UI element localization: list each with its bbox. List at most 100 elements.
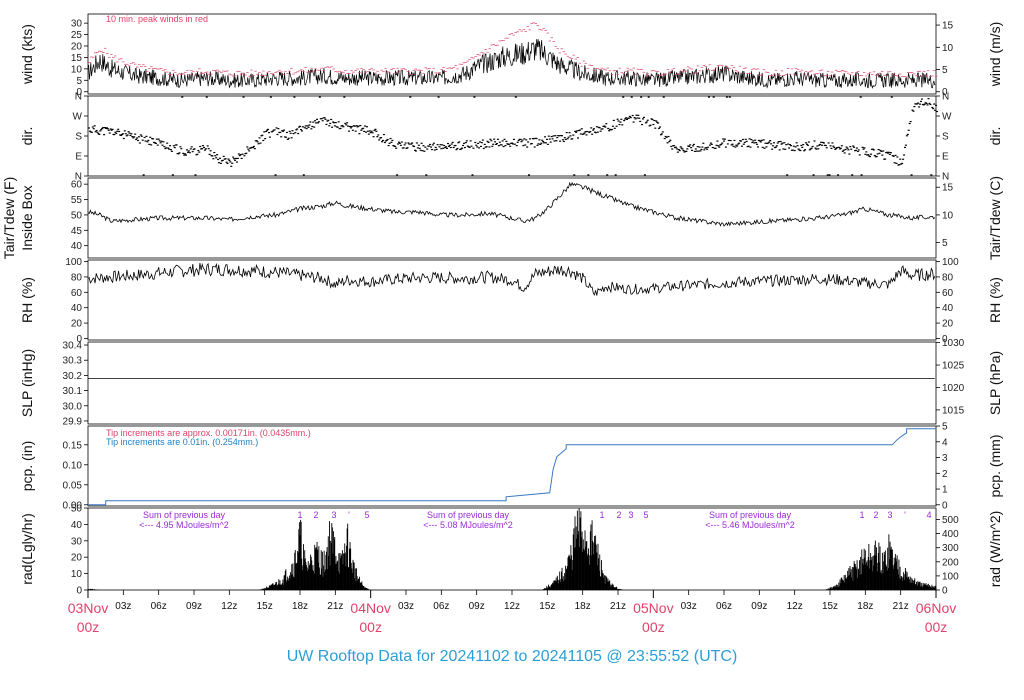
wind-ytick-label: 15 (71, 53, 83, 64)
rh-ytick-right-label: 60 (942, 288, 954, 299)
dir-ytick-right-label: S (942, 132, 949, 143)
x-hour-tick-label: 09z (469, 601, 485, 612)
x-hour-tick-label: 09z (186, 601, 202, 612)
pcp-ytick-label: 0.15 (63, 440, 83, 451)
rh-ylabel-right: RH (%) (987, 277, 1003, 323)
rh-ytick-label: 60 (71, 288, 83, 299)
temp-ytick-label: 40 (71, 241, 83, 252)
temp-ytick-label: 60 (71, 180, 83, 191)
wind-ylabel-right: wind (m/s) (987, 22, 1003, 88)
dir-series (88, 96, 938, 176)
slp-panel-frame (87, 341, 937, 425)
wind-ytick-right-label: 10 (942, 43, 954, 54)
dir-panel-frame (87, 95, 937, 177)
rad-ytick-right-label: 0 (942, 586, 948, 597)
rh-ytick-label: 80 (71, 272, 83, 283)
x-hour-tick-label: 21z (327, 601, 343, 612)
x-hour-tick-label: 06z (151, 601, 167, 612)
x-axis: 03z 06z 09z 12z 15z 18z 21z 03z 06z 09z 12z 15z 18z 2… (68, 590, 956, 635)
slp-ytick-right-label: 1030 (942, 338, 965, 349)
rad-hour-mark: 1 (599, 510, 604, 520)
x-hour-tick-label: 15z (539, 601, 555, 612)
dir-ytick-right-label: E (942, 152, 949, 163)
rad-hour-mark: 4 (926, 510, 931, 520)
slp-ytick-label: 29.9 (63, 416, 83, 427)
dir-ylabel-right: dir. (987, 127, 1003, 146)
dir-ytick-right-label: N (942, 92, 949, 103)
temp-panel-frame (87, 177, 937, 259)
pcp-panel: 0.00 0.05 0.10 0.15 0 1 2 3 4 5 pcp. (in) pcp. (mm)… (19, 422, 1003, 512)
rh-ytick-right-label: 100 (942, 257, 959, 268)
slp-ytick-label: 30.0 (63, 401, 83, 412)
rh-ylabel: RH (%) (19, 277, 35, 323)
x-hour-tick-label: 09z (751, 601, 767, 612)
temp-ytick-right-label: 10 (942, 210, 954, 221)
temp-ylabel-inside: Inside Box (19, 185, 35, 250)
x-hour-tick-label: 12z (787, 601, 803, 612)
temp-panel: 40 45 50 55 60 5 10 15 Tair/Tdew (F) Inside Box Ta… (1, 176, 1003, 260)
rad-ytick-right-label: 300 (942, 543, 959, 554)
x-day-label: 03Nov (68, 600, 108, 616)
wind-ytick-label: 20 (71, 42, 83, 53)
x-day-hour-label: 00z (925, 619, 948, 635)
rad-hour-mark: 2 (616, 510, 621, 520)
rad-ytick-right-label: 200 (942, 557, 959, 568)
temp-ytick-label: 50 (71, 210, 83, 221)
rh-ytick-label: 100 (65, 257, 82, 268)
temp-ytick-right-label: 15 (942, 183, 954, 194)
wind-ytick-right-label: 0 (942, 87, 948, 98)
rad-note-value: <--- 5.46 MJoules/m^2 (705, 520, 795, 530)
rh-ytick-right-label: 20 (942, 319, 954, 330)
slp-ytick-right-label: 1015 (942, 405, 965, 416)
dir-ytick-right-label: W (942, 112, 952, 123)
pcp-ytick-right-label: 4 (942, 437, 948, 448)
rad-ytick-right-label: 500 (942, 515, 959, 526)
wind-panel-frame (87, 13, 937, 95)
temp-ytick-right-label: 5 (942, 238, 948, 249)
pcp-ytick-right-label: 5 (942, 422, 948, 433)
rad-hour-mark: ' (904, 510, 906, 520)
wind-series-line (87, 39, 936, 89)
rad-ytick-right-label: 100 (942, 571, 959, 582)
pcp-ytick-right-label: 0 (942, 500, 948, 511)
slp-ytick-label: 30.2 (63, 371, 83, 382)
rad-ytick-label: 50 (71, 504, 83, 515)
rad-note-label: Sum of previous day (143, 510, 226, 520)
figure-title: UW Rooftop Data for 20241102 to 20241105… (286, 648, 738, 665)
rad-ytick-label: 20 (71, 553, 83, 564)
slp-ytick-right-label: 1025 (942, 361, 965, 372)
rh-ytick-label: 0 (76, 334, 82, 345)
rad-ytick-label: 0 (76, 586, 82, 597)
rad-hour-mark: 5 (364, 510, 369, 520)
wind-ytick-right-label: 15 (942, 21, 954, 32)
pcp-ytick-label: 0.05 (63, 480, 83, 491)
x-day-hour-label: 00z (77, 619, 100, 635)
slp-panel: 29.9 30.0 30.1 30.2 30.3 30.4 1015 1020 1025 1030… (19, 338, 1003, 427)
rad-hour-mark: 3 (887, 510, 892, 520)
x-hour-tick-label: 15z (822, 601, 838, 612)
x-hour-tick-label: 03z (681, 601, 697, 612)
x-hour-tick-label: 12z (221, 601, 237, 612)
x-hour-tick-label: 03z (398, 601, 414, 612)
pcp-annotation-red: Tip increments are approx. 0.00171in. (0… (106, 428, 311, 438)
x-day-label: 04Nov (350, 600, 390, 616)
rad-note-label: Sum of previous day (709, 510, 792, 520)
x-hour-tick-label: 21z (610, 601, 626, 612)
x-hour-tick-label: 03z (115, 601, 131, 612)
x-hour-tick-label: 21z (893, 601, 909, 612)
temp-ytick-label: 55 (71, 195, 83, 206)
pcp-series-line (88, 428, 936, 506)
pcp-ytick-right-label: 2 (942, 469, 948, 480)
x-hour-tick-label: 06z (716, 601, 732, 612)
temp-ylabel-right: Tair/Tdew (C) (987, 176, 1003, 260)
rad-hour-mark: 2 (313, 510, 318, 520)
rad-note-value: <--- 5.08 MJoules/m^2 (423, 520, 513, 530)
dir-ytick-label: N (75, 92, 82, 103)
x-day-label: 05Nov (633, 600, 673, 616)
peak-series (88, 22, 938, 78)
slp-ytick-label: 30.3 (63, 356, 83, 367)
dir-ytick-label: E (75, 152, 82, 163)
